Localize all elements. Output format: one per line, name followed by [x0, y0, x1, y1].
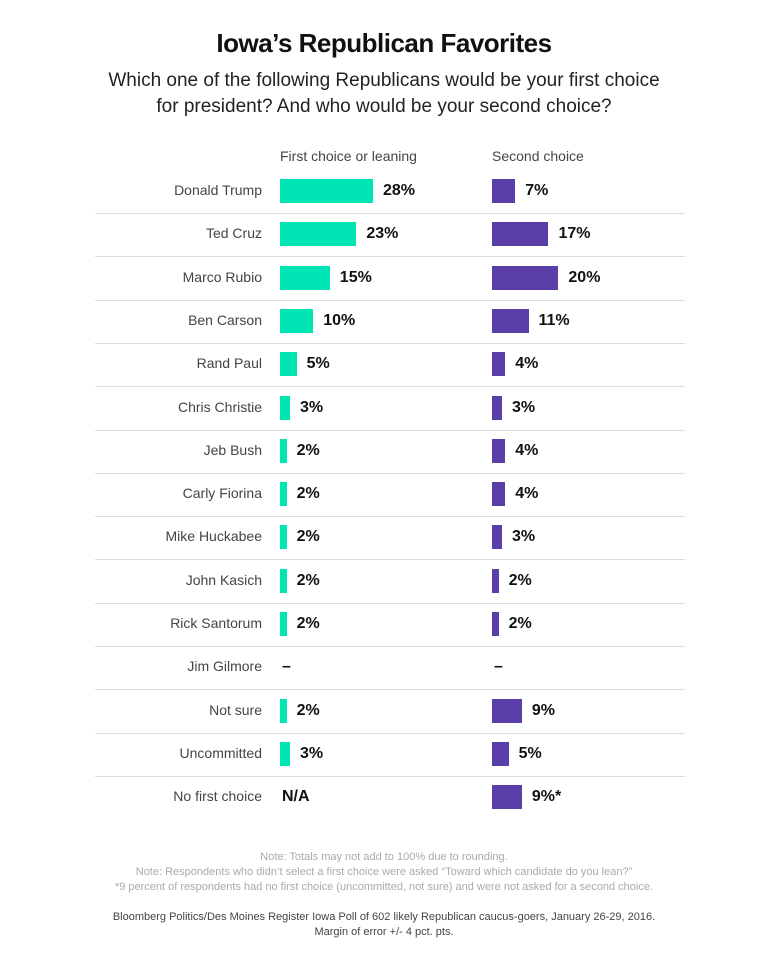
data-label: 4% — [515, 355, 539, 373]
data-label: 2% — [296, 571, 320, 589]
chart-row: No first choice N/A 9%* — [95, 776, 685, 819]
chart-row: Carly Fiorina 2% 4% — [95, 473, 685, 518]
data-label: 23% — [366, 225, 399, 243]
data-label: 9% — [531, 701, 555, 719]
chart-row: Jeb Bush 2% 4% — [95, 430, 685, 474]
chart-subtitle: Which one of the following Republicans w… — [108, 70, 660, 117]
data-label: 3% — [299, 398, 324, 416]
legend-first-choice: First choice or leaning — [280, 148, 417, 164]
data-label: 4% — [515, 441, 539, 459]
bar-first-choice — [280, 222, 357, 247]
bar-first-choice — [280, 612, 287, 636]
category-label: Not sure — [209, 701, 262, 718]
data-label: 2% — [296, 615, 320, 632]
data-label: 11% — [538, 311, 570, 329]
chart-row: Ted Cruz 23% 17% — [95, 213, 685, 258]
bar-first-choice — [280, 352, 297, 377]
chart-row: Jim Gilmore – – — [95, 646, 685, 691]
chart-row: Rand Paul 5% 4% — [95, 343, 685, 388]
data-label: 4% — [515, 485, 539, 503]
chart-row: Not sure 2% 9% — [95, 690, 685, 734]
category-label: John Kasich — [185, 571, 262, 588]
source: Bloomberg Politics/Des Moines Register I… — [112, 911, 656, 923]
category-label: No first choice — [173, 788, 262, 805]
data-label: 5% — [306, 355, 330, 373]
bar-first-choice — [280, 741, 290, 766]
data-label: 17% — [558, 225, 591, 243]
bar-second-choice — [492, 265, 559, 290]
data-label: – — [282, 658, 291, 676]
data-label: 2% — [296, 485, 320, 503]
chart-row: Donald Trump 28% 7% — [95, 170, 685, 214]
data-label: 2% — [296, 701, 320, 719]
data-label: 10% — [323, 311, 356, 329]
bar-second-choice — [492, 222, 549, 247]
bar-second-choice — [492, 179, 516, 203]
category-label: Mike Huckabee — [165, 528, 263, 545]
data-label: 3% — [511, 528, 536, 546]
bar-second-choice — [492, 395, 502, 420]
data-label: 7% — [525, 182, 549, 199]
data-label: 15% — [339, 268, 372, 286]
category-label: Carly Fiorina — [182, 485, 262, 502]
category-label: Ben Carson — [188, 311, 262, 328]
data-label: 2% — [508, 571, 532, 589]
bar-first-choice — [280, 482, 287, 507]
chart-title: Iowa’s Republican Favorites — [216, 28, 552, 58]
data-label: 28% — [382, 182, 415, 199]
category-label: Chris Christie — [177, 398, 262, 415]
bar-second-choice — [492, 785, 522, 810]
bar-first-choice — [280, 308, 314, 333]
category-label: Ted Cruz — [205, 225, 262, 242]
bar-second-choice — [492, 741, 509, 766]
chart-row: Ben Carson 10% 11% — [95, 300, 685, 344]
bar-first-choice — [280, 698, 287, 723]
data-label: 20% — [568, 268, 601, 286]
data-label: 2% — [296, 441, 320, 459]
chart-row: Chris Christie 3% 3% — [95, 387, 685, 431]
bar-second-choice — [492, 568, 499, 593]
category-label: Jeb Bush — [203, 441, 262, 458]
note-rounding: Note: Totals may not add to 100% due to … — [260, 851, 508, 863]
data-label: 2% — [508, 615, 532, 632]
category-label: Donald Trump — [174, 182, 262, 198]
category-label: Rand Paul — [196, 355, 262, 372]
category-label: Marco Rubio — [182, 268, 262, 285]
chart-row: Mike Huckabee 2% 3% — [95, 516, 685, 561]
legend-second-choice: Second choice — [492, 148, 584, 164]
bar-second-choice — [492, 525, 502, 550]
bar-second-choice — [492, 698, 522, 723]
bar-first-choice — [280, 438, 287, 463]
bar-second-choice — [492, 308, 529, 333]
bar-first-choice — [280, 179, 373, 203]
bar-first-choice — [280, 395, 290, 420]
bar-second-choice — [492, 612, 499, 636]
chart-row: Rick Santorum 2% 2% — [95, 603, 685, 647]
chart-row: Uncommitted 3% 5% — [95, 733, 685, 777]
category-label: Jim Gilmore — [187, 658, 262, 675]
bar-second-choice — [492, 438, 506, 463]
chart-row: John Kasich 2% 2% — [95, 560, 685, 604]
category-label: Uncommitted — [179, 744, 262, 761]
data-label: N/A — [282, 788, 310, 806]
bar-first-choice — [280, 265, 330, 290]
bar-second-choice — [492, 352, 506, 377]
chart-row: Marco Rubio 15% 20% — [95, 257, 685, 301]
margin-of-error: Margin of error +/- 4 pct. pts. — [314, 926, 454, 938]
data-label: 5% — [518, 744, 542, 762]
bar-second-choice — [492, 482, 506, 507]
note-leaning: Note: Respondents who didn’t select a fi… — [135, 866, 633, 878]
data-label: 2% — [296, 528, 320, 546]
data-label: 9%* — [531, 788, 562, 806]
bar-first-choice — [280, 568, 287, 593]
category-label: Rick Santorum — [170, 615, 262, 631]
note-no-first-choice: *9 percent of respondents had no first c… — [114, 881, 654, 893]
data-label: – — [494, 658, 503, 676]
bar-first-choice — [280, 525, 287, 550]
data-label: 3% — [511, 398, 536, 416]
data-label: 3% — [299, 744, 324, 762]
